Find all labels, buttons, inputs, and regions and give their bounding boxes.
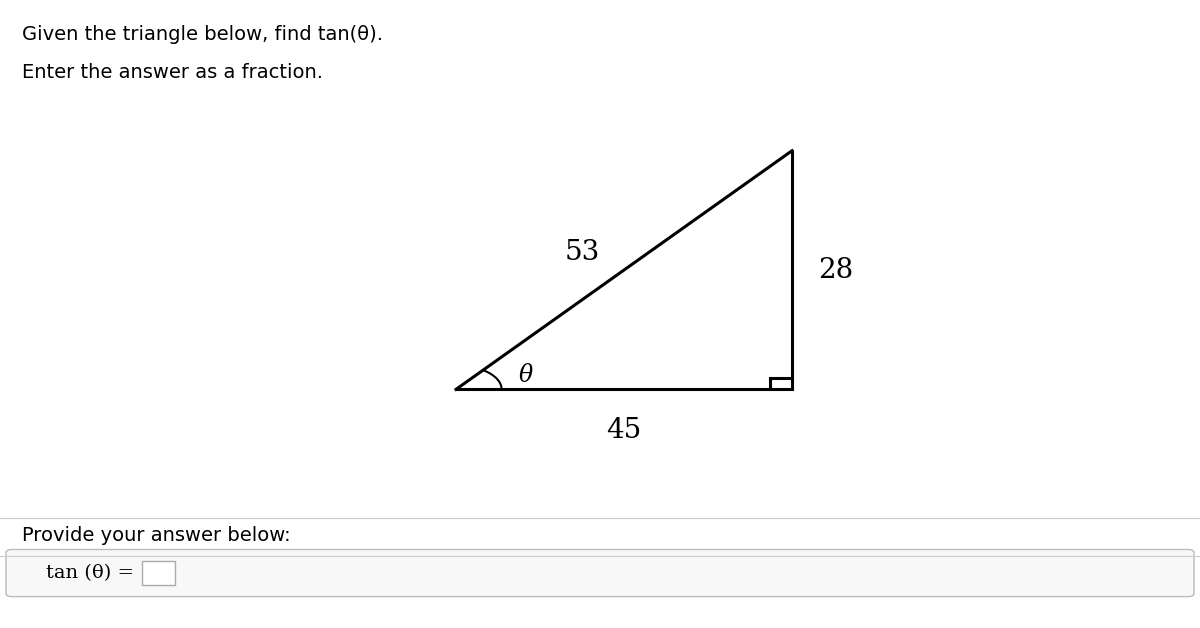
Text: Given the triangle below, find tan(θ).: Given the triangle below, find tan(θ). (22, 25, 383, 44)
Text: Provide your answer below:: Provide your answer below: (22, 526, 290, 544)
FancyBboxPatch shape (6, 550, 1194, 597)
Text: 53: 53 (564, 239, 600, 266)
Bar (142, 561, 175, 585)
Text: Enter the answer as a fraction.: Enter the answer as a fraction. (22, 63, 323, 82)
Text: 28: 28 (818, 257, 853, 283)
Text: 45: 45 (606, 417, 642, 443)
Text: θ: θ (518, 364, 533, 387)
Text: tan (θ) =: tan (θ) = (46, 564, 133, 582)
